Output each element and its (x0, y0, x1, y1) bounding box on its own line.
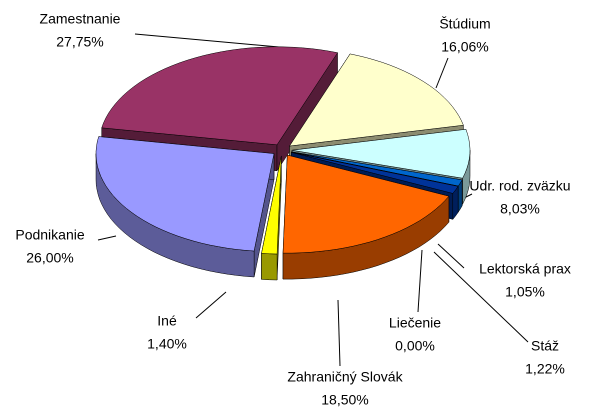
value-label: 27,75% (56, 34, 103, 50)
value-label: 0,00% (395, 338, 435, 354)
slice-side (261, 253, 278, 281)
leader-line (97, 235, 117, 241)
leader-line (433, 251, 529, 343)
leader-line (435, 57, 449, 89)
leader-line (437, 243, 465, 269)
slice (289, 53, 464, 147)
value-label: 16,06% (441, 39, 488, 55)
slice (291, 129, 471, 179)
leader-line (195, 291, 227, 319)
slice (95, 136, 275, 252)
leader-line (337, 299, 341, 367)
slice-label: Lektorská prax (479, 261, 571, 277)
slice-label: Štúdium (439, 16, 490, 32)
value-label: 1,05% (505, 284, 545, 300)
slice-tops (95, 46, 471, 255)
slice (291, 152, 459, 194)
value-label: 26,00% (26, 250, 73, 266)
slice (261, 155, 282, 255)
value-label: 18,50% (321, 392, 368, 408)
slice-label: Stáž (531, 338, 559, 354)
leader-line (417, 249, 423, 313)
slice (101, 46, 339, 146)
value-label: 1,40% (147, 336, 187, 352)
value-label: 1,22% (525, 361, 565, 377)
labels: Zamestnanie 27,75% Štúdium 16,06% Udr. rod. … (15, 11, 571, 408)
leader-lines (97, 33, 529, 367)
slice-label: Liečenie (389, 315, 441, 331)
slice-label: Podnikanie (15, 227, 84, 243)
leader-line (134, 33, 291, 49)
value-label: 8,03% (500, 201, 540, 217)
slice-label: Zamestnanie (40, 11, 121, 27)
slice-label: Zahraničný Slovák (287, 369, 403, 385)
slice (282, 154, 450, 254)
slice-label: Udr. rod. zväzku (469, 178, 570, 194)
slice-label: Iné (157, 313, 177, 329)
